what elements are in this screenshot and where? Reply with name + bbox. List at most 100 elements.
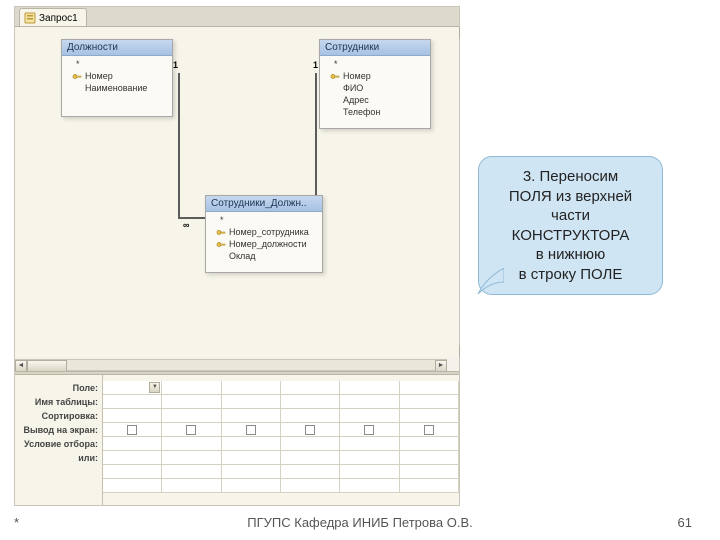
label-field: Поле: <box>15 381 102 395</box>
table-all-fields[interactable]: * <box>62 58 172 70</box>
query-grid: Поле: Имя таблицы: Сортировка: Вывод на … <box>15 375 459 505</box>
field-label: Телефон <box>343 107 380 117</box>
show-checkbox[interactable] <box>186 425 196 435</box>
field-cell[interactable] <box>281 381 340 395</box>
field-label: Номер_сотрудника <box>229 227 309 237</box>
table-title[interactable]: Сотрудники_Должн.. <box>206 196 322 212</box>
criteria-cell[interactable] <box>400 437 459 451</box>
table-field[interactable]: Номер_сотрудника <box>206 226 322 238</box>
table-cell[interactable] <box>222 395 281 409</box>
criteria-cell[interactable] <box>222 437 281 451</box>
label-table: Имя таблицы: <box>15 395 102 409</box>
label-or: или: <box>15 451 102 465</box>
table-field[interactable]: Телефон <box>320 106 430 118</box>
show-cell[interactable] <box>162 423 221 437</box>
show-checkbox[interactable] <box>246 425 256 435</box>
table-cell[interactable] <box>281 395 340 409</box>
relationship-line <box>178 217 208 219</box>
criteria-cell[interactable] <box>162 437 221 451</box>
show-cell[interactable] <box>340 423 399 437</box>
field-label: Номер <box>343 71 371 81</box>
instruction-callout: 3. Переносим ПОЛЯ из верхней части КОНСТ… <box>478 156 663 295</box>
sort-cell[interactable] <box>162 409 221 423</box>
blank-cell[interactable] <box>340 479 399 493</box>
show-cell[interactable] <box>222 423 281 437</box>
callout-line: в нижнюю <box>536 246 606 263</box>
table-box-employees[interactable]: Сотрудники * Номер ФИО Адрес Телефон <box>319 39 431 129</box>
table-box-junction[interactable]: Сотрудники_Должн.. * Номер_сотрудника Но… <box>205 195 323 273</box>
or-cell[interactable] <box>222 451 281 465</box>
or-cell[interactable] <box>281 451 340 465</box>
blank-cell[interactable] <box>400 465 459 479</box>
table-title[interactable]: Должности <box>62 40 172 56</box>
table-cell[interactable] <box>103 395 162 409</box>
table-field[interactable]: Номер <box>320 70 430 82</box>
cardinality-one: 1 <box>313 60 318 70</box>
show-checkbox[interactable] <box>424 425 434 435</box>
table-field[interactable]: ФИО <box>320 82 430 94</box>
criteria-cell[interactable] <box>103 437 162 451</box>
table-cell[interactable] <box>400 395 459 409</box>
sort-cell[interactable] <box>400 409 459 423</box>
blank-cell[interactable] <box>162 479 221 493</box>
label-show: Вывод на экран: <box>15 423 102 437</box>
field-cell[interactable]: ▼ <box>103 381 162 395</box>
blank-cell[interactable] <box>222 465 281 479</box>
dropdown-icon[interactable]: ▼ <box>149 382 160 393</box>
field-cell[interactable] <box>162 381 221 395</box>
show-checkbox[interactable] <box>305 425 315 435</box>
table-all-fields[interactable]: * <box>206 214 322 226</box>
field-cell[interactable] <box>400 381 459 395</box>
sort-cell[interactable] <box>281 409 340 423</box>
sort-cell[interactable] <box>340 409 399 423</box>
show-checkbox[interactable] <box>364 425 374 435</box>
relationships-canvas[interactable]: 1 ∞ 1 ∞ Должности * Номер <box>15 27 459 357</box>
or-cell[interactable] <box>340 451 399 465</box>
blank-cell[interactable] <box>222 479 281 493</box>
table-box-positions[interactable]: Должности * Номер Наименование <box>61 39 173 117</box>
blank-cell[interactable] <box>281 465 340 479</box>
field-cell[interactable] <box>340 381 399 395</box>
table-field[interactable]: Номер_должности <box>206 238 322 250</box>
primary-key-icon <box>216 228 226 237</box>
field-label: Адрес <box>343 95 369 105</box>
criteria-cell[interactable] <box>340 437 399 451</box>
table-cell[interactable] <box>340 395 399 409</box>
table-title[interactable]: Сотрудники <box>320 40 430 56</box>
table-field[interactable]: Оклад <box>206 250 322 262</box>
field-label: Оклад <box>229 251 256 261</box>
blank-cell[interactable] <box>340 465 399 479</box>
show-cell[interactable] <box>281 423 340 437</box>
table-cell[interactable] <box>162 395 221 409</box>
sort-cell[interactable] <box>222 409 281 423</box>
sort-cell[interactable] <box>103 409 162 423</box>
table-all-fields[interactable]: * <box>320 58 430 70</box>
callout-line: части <box>551 207 590 224</box>
query-designer-window: Запрос1 ▲ ▼ 1 ∞ 1 ∞ Должности <box>14 6 460 506</box>
show-checkbox[interactable] <box>127 425 137 435</box>
or-cell[interactable] <box>400 451 459 465</box>
table-field[interactable]: Номер <box>62 70 172 82</box>
or-cell[interactable] <box>162 451 221 465</box>
blank-cell[interactable] <box>281 479 340 493</box>
label-sort: Сортировка: <box>15 409 102 423</box>
canvas-horizontal-scrollbar[interactable]: ◄ ► <box>15 359 447 371</box>
query-tab[interactable]: Запрос1 <box>19 8 87 26</box>
criteria-cell[interactable] <box>281 437 340 451</box>
field-spacer <box>72 84 82 93</box>
table-field[interactable]: Адрес <box>320 94 430 106</box>
blank-cell[interactable] <box>103 479 162 493</box>
primary-key-icon <box>330 72 340 81</box>
cardinality-one: 1 <box>173 60 178 70</box>
grid-cells[interactable]: ▼ <box>103 375 459 505</box>
table-field[interactable]: Наименование <box>62 82 172 94</box>
or-cell[interactable] <box>103 451 162 465</box>
show-cell[interactable] <box>400 423 459 437</box>
blank-cell[interactable] <box>103 465 162 479</box>
field-cell[interactable] <box>222 381 281 395</box>
blank-cell[interactable] <box>162 465 221 479</box>
show-cell[interactable] <box>103 423 162 437</box>
blank-cell[interactable] <box>400 479 459 493</box>
footer-page-number: 61 <box>678 515 692 530</box>
tab-bar: Запрос1 <box>15 7 459 27</box>
